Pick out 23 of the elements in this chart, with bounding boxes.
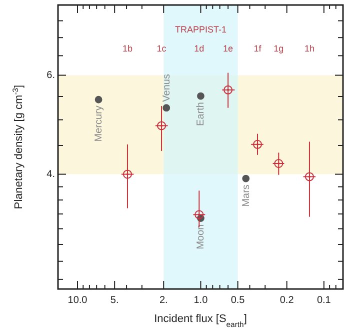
x-tick-label: 10.0 bbox=[68, 295, 88, 306]
annotation: 1h bbox=[304, 43, 314, 54]
annotation: 1g bbox=[274, 43, 284, 54]
data-label: Mars bbox=[240, 184, 252, 207]
x-tick-label: 0.1 bbox=[316, 295, 332, 306]
y-tick-label: 6. bbox=[46, 70, 55, 81]
x-tick-label: 1.0 bbox=[194, 295, 208, 306]
data-label: Earth bbox=[196, 102, 207, 126]
annotation: 1f bbox=[254, 43, 262, 54]
y-tick-label: 4. bbox=[46, 168, 55, 180]
x-tick-label: 0.2 bbox=[280, 295, 294, 306]
annotation: 1b bbox=[122, 43, 132, 54]
data-label: Venus bbox=[161, 74, 172, 102]
x-tick-label: 0.5 bbox=[230, 295, 246, 306]
annotation: 1d bbox=[194, 43, 204, 54]
annotation: 1c bbox=[156, 43, 167, 54]
annotation: 1e bbox=[223, 43, 234, 54]
data-label: Mercury bbox=[94, 106, 105, 142]
x-axis-title: Incident flux [S$_{earth}$] bbox=[154, 313, 247, 328]
data-label: Moon bbox=[196, 224, 207, 250]
annotation: TRAPPIST-1 bbox=[174, 24, 226, 34]
x-tick-label: 2. bbox=[159, 295, 168, 306]
x-tick-label: 5. bbox=[110, 295, 119, 306]
